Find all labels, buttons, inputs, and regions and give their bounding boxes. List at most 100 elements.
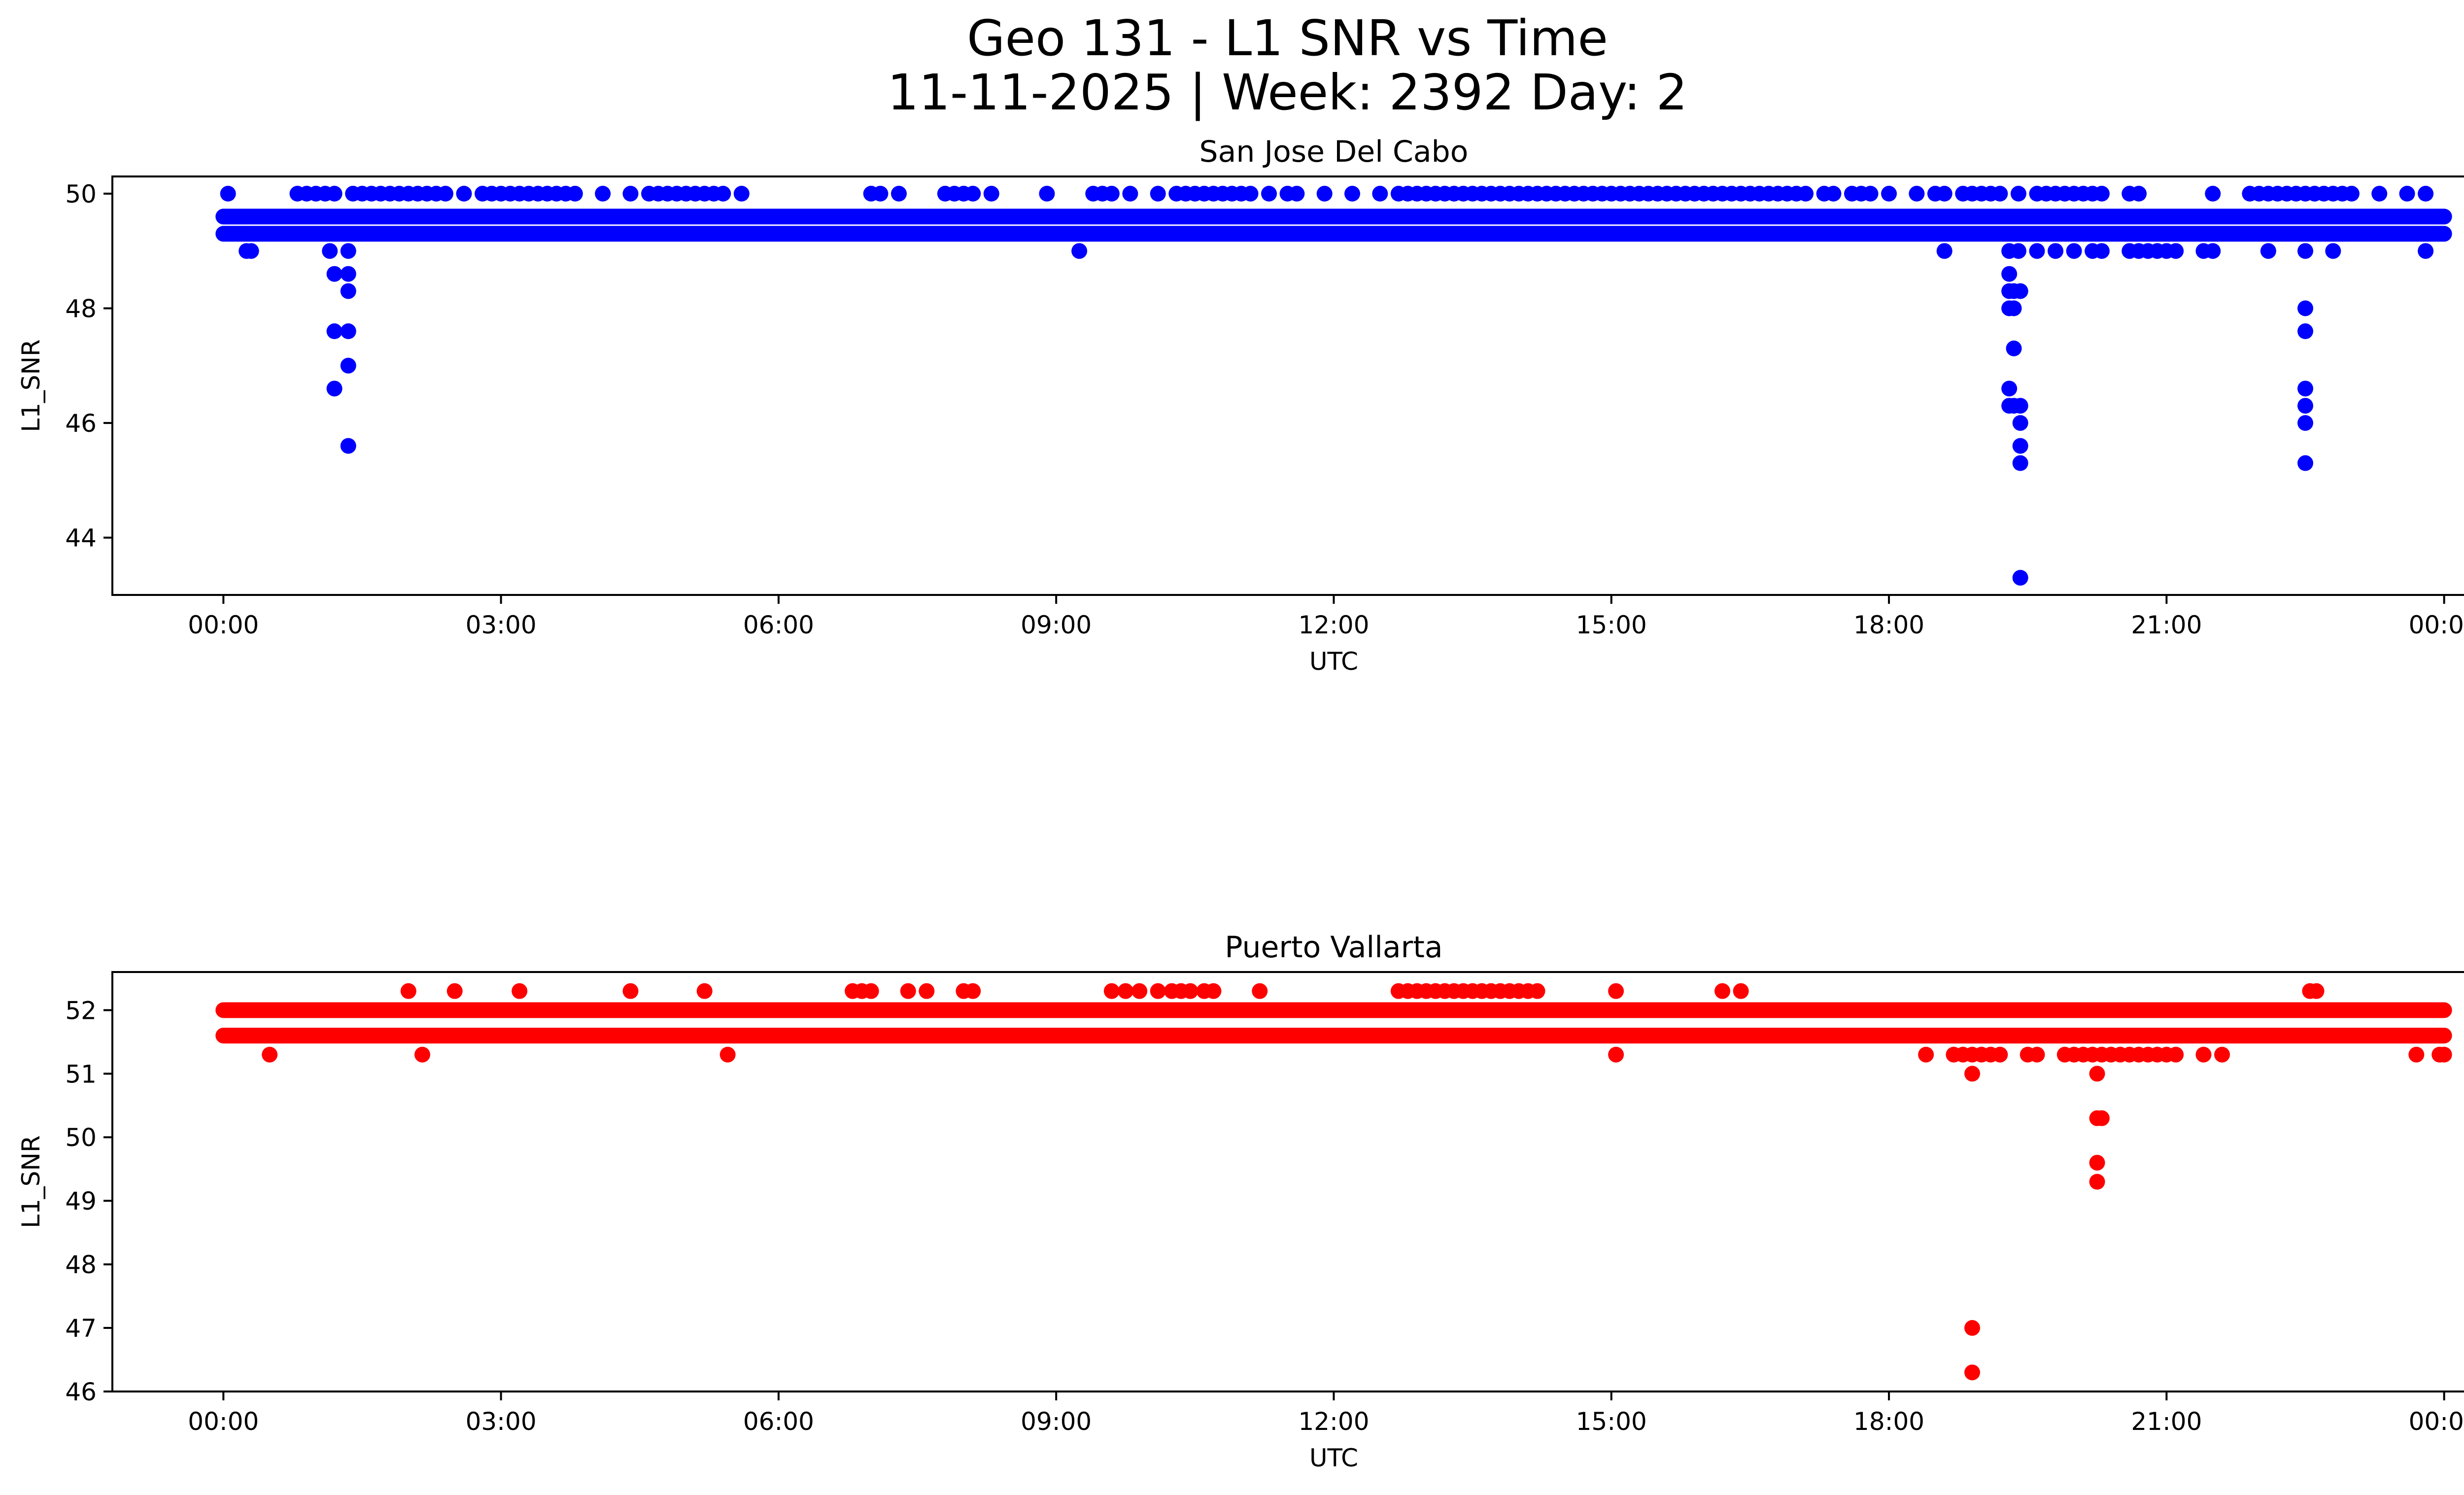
- data-point: [2297, 455, 2314, 471]
- data-point: [456, 185, 472, 202]
- data-point: [719, 1046, 736, 1063]
- x-tick-label: 18:00: [1853, 1407, 1924, 1436]
- data-point: [340, 243, 356, 259]
- y-tick-label: 46: [65, 409, 97, 438]
- x-axis-label: UTC: [1309, 1444, 1358, 1472]
- x-tick-label: 00:00: [188, 1407, 259, 1436]
- x-tick-label: 12:00: [1298, 611, 1369, 639]
- data-point: [2168, 243, 2184, 259]
- data-point: [696, 983, 713, 999]
- data-point: [2325, 243, 2341, 259]
- data-point: [1608, 983, 1624, 999]
- data-point: [2418, 185, 2434, 202]
- data-point: [512, 983, 528, 999]
- data-point: [2343, 185, 2360, 202]
- data-point: [2308, 983, 2325, 999]
- data-point: [1372, 185, 1388, 202]
- data-point: [1992, 1046, 2008, 1063]
- subplot-san-jose-del-cabo: 00:00 03:00 06:00 09:00 12:00 15:00 18:00 21:00…: [17, 135, 2464, 676]
- data-point: [2010, 243, 2026, 259]
- data-point: [2012, 438, 2028, 454]
- data-point: [1825, 185, 1842, 202]
- series-band-1: [215, 226, 2452, 242]
- data-point: [872, 185, 889, 202]
- data-point: [1261, 185, 1277, 202]
- data-point: [220, 185, 236, 202]
- data-point: [2214, 1046, 2230, 1063]
- data-point: [1881, 185, 1897, 202]
- y-axis-label: L1_SNR: [17, 1135, 45, 1228]
- x-tick-label: 06:00: [743, 611, 814, 639]
- data-point: [1344, 185, 1361, 202]
- x-tick-label: 12:00: [1298, 1407, 1369, 1436]
- data-layer: [215, 983, 2452, 1381]
- data-point: [2195, 1046, 2212, 1063]
- data-point: [1150, 983, 1166, 999]
- y-tick-label: 49: [65, 1187, 97, 1216]
- data-point: [1122, 185, 1138, 202]
- series-band-0: [215, 1002, 2452, 1018]
- data-point: [2029, 243, 2045, 259]
- data-point: [965, 983, 981, 999]
- data-point: [1964, 1364, 1981, 1381]
- subplot-title: San Jose Del Cabo: [1199, 135, 1469, 169]
- data-point: [326, 266, 342, 282]
- data-point: [2205, 243, 2221, 259]
- data-point: [2012, 398, 2028, 414]
- data-point: [437, 185, 453, 202]
- data-point: [1039, 185, 1055, 202]
- data-point: [322, 243, 338, 259]
- data-point: [595, 185, 611, 202]
- y-tick-label: 48: [65, 294, 97, 323]
- y-tick-label: 50: [65, 1123, 97, 1152]
- data-point: [340, 266, 356, 282]
- data-point: [900, 983, 916, 999]
- data-point: [262, 1046, 278, 1063]
- subplot-title: Puerto Vallarta: [1225, 930, 1442, 965]
- data-point: [2029, 1046, 2045, 1063]
- x-tick-label: 06:00: [743, 1407, 814, 1436]
- data-point: [622, 185, 639, 202]
- data-point: [1150, 185, 1166, 202]
- data-point: [2093, 185, 2110, 202]
- data-point: [567, 185, 583, 202]
- x-axis-label: UTC: [1309, 647, 1358, 676]
- x-tick-label: 21:00: [2131, 611, 2202, 639]
- data-point: [2093, 1110, 2110, 1126]
- data-point: [2006, 340, 2022, 356]
- x-tick-label: 15:00: [1576, 1407, 1647, 1436]
- y-tick-label: 52: [65, 996, 97, 1025]
- x-tick-label: 03:00: [466, 1407, 537, 1436]
- data-point: [243, 243, 259, 259]
- data-point: [733, 185, 750, 202]
- y-tick-label: 50: [65, 180, 97, 209]
- data-point: [2012, 570, 2028, 586]
- data-point: [2260, 243, 2276, 259]
- data-point: [1714, 983, 1731, 999]
- data-point: [1936, 243, 1952, 259]
- data-point: [2048, 243, 2064, 259]
- data-point: [1936, 185, 1952, 202]
- data-point: [2089, 1154, 2105, 1171]
- data-point: [2001, 381, 2018, 397]
- data-point: [1964, 1320, 1981, 1336]
- data-point: [2010, 185, 2026, 202]
- series-band-1: [215, 1027, 2452, 1043]
- data-point: [2093, 243, 2110, 259]
- data-point: [414, 1046, 431, 1063]
- data-point: [2297, 381, 2314, 397]
- data-point: [2371, 185, 2388, 202]
- data-point: [965, 185, 981, 202]
- x-tick-label: 03:00: [466, 611, 537, 639]
- data-point: [1118, 983, 1134, 999]
- data-point: [340, 283, 356, 299]
- data-point: [1608, 1046, 1624, 1063]
- y-tick-label: 47: [65, 1314, 97, 1343]
- data-point: [1103, 185, 1120, 202]
- data-point: [1964, 1066, 1981, 1082]
- data-point: [340, 357, 356, 374]
- data-point: [2297, 323, 2314, 340]
- data-point: [1252, 983, 1268, 999]
- data-point: [340, 438, 356, 454]
